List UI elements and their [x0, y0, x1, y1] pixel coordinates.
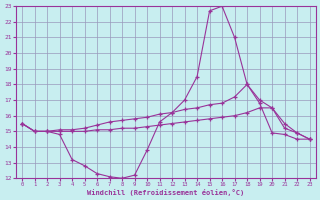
- X-axis label: Windchill (Refroidissement éolien,°C): Windchill (Refroidissement éolien,°C): [87, 189, 244, 196]
